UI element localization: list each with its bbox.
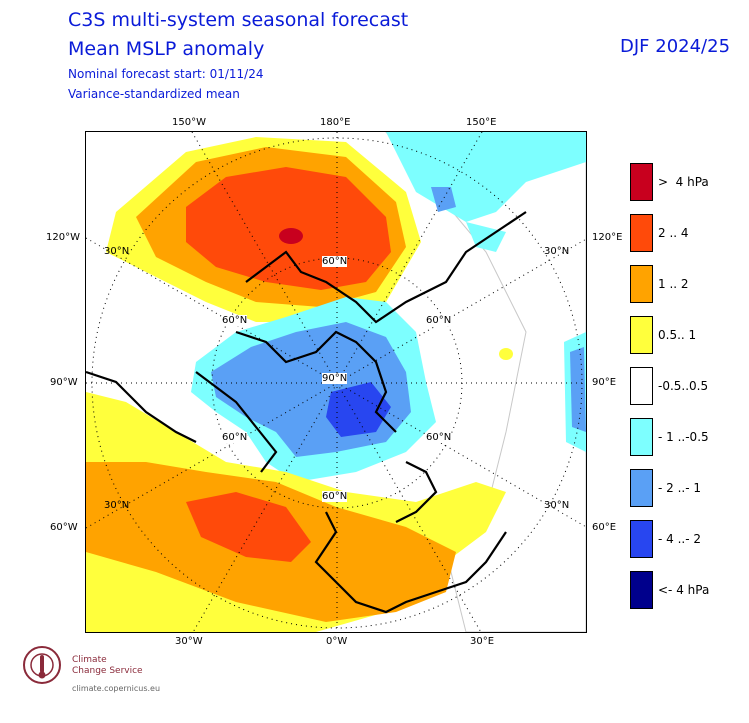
legend-swatch [630,418,653,456]
season-label: DJF 2024/25 [620,36,731,57]
lon-label-180e-top: 180°E [320,117,351,128]
mslp-anomaly-map: 60°N 90°N 60°N 60°N 60°N 60°N 60°N 30°N … [85,131,587,633]
lon-label-90e-right: 90°E [592,377,617,388]
legend-label: - 1 ..-0.5 [658,430,709,444]
c3s-logo-icon [23,646,61,684]
legend-swatch [630,265,653,303]
legend-swatch [630,163,653,201]
subtitle-method: Variance-standardized mean [68,87,240,101]
legend-swatch [630,520,653,558]
lat-label-30n-br: 30°N [544,500,570,511]
legend-label: - 4 ..- 2 [658,532,702,546]
legend-item: 2 .. 4 [630,214,745,254]
legend-swatch [630,571,653,609]
lon-label-30w-bottom: 30°W [175,636,203,647]
legend-item: -0.5..0.5 [630,367,745,407]
lon-label-120w-left: 120°W [46,232,80,243]
title-line-1: C3S multi-system seasonal forecast [68,9,409,31]
legend-label: -0.5..0.5 [658,379,709,393]
logo-text-climate: Climate [72,655,107,665]
c3s-logo: Climate Change Service climate.copernicu… [18,643,178,698]
lon-label-150w-top: 150°W [172,117,206,128]
legend-swatch [630,469,653,507]
legend-label: 2 .. 4 [658,226,689,240]
lat-label-60n-top: 60°N [322,256,348,267]
legend-swatch [630,214,653,252]
lon-label-0w-bottom: 0°W [326,636,348,647]
lat-label-60n-bottom: 60°N [322,491,348,502]
lat-label-30n-tr: 30°N [544,246,570,257]
anomaly-region-red-orange-atlantic [186,492,311,562]
legend-swatch [630,316,653,354]
legend-item: > 4 hPa [630,163,745,203]
legend-label: - 2 ..- 1 [658,481,702,495]
lon-label-60e-right: 60°E [592,522,617,533]
subtitle-forecast-start: Nominal forecast start: 01/11/24 [68,67,264,81]
legend-item: - 4 ..- 2 [630,520,745,560]
legend-item: 1 .. 2 [630,265,745,305]
logo-text-service: Change Service [72,666,143,676]
lat-label-30n-tl: 30°N [104,246,130,257]
lon-label-30e-bottom: 30°E [470,636,495,647]
lat-label-90n: 90°N [322,373,348,384]
lat-label-60n-left-bottom: 60°N [222,432,248,443]
legend-item: - 2 ..- 1 [630,469,745,509]
lat-label-30n-bl: 30°N [104,500,130,511]
anomaly-region-max [279,228,303,244]
legend-item: <- 4 hPa [630,571,745,611]
lat-label-60n-right-top: 60°N [426,315,452,326]
legend-item: - 1 ..-0.5 [630,418,745,458]
legend-label: 1 .. 2 [658,277,689,291]
logo-url: climate.copernicus.eu [72,684,161,693]
lon-label-90w-left: 90°W [50,377,78,388]
title-line-2: Mean MSLP anomaly [68,38,265,60]
lon-label-60w-left: 60°W [50,522,78,533]
legend-swatch [630,367,653,405]
lon-label-120e-right: 120°E [592,232,623,243]
legend-item: 0.5.. 1 [630,316,745,356]
anomaly-region-deep-blue-arctic [326,382,391,437]
legend-label: 0.5.. 1 [658,328,697,342]
lat-label-60n-left-top: 60°N [222,315,248,326]
map-svg [86,132,586,632]
legend-label: > 4 hPa [658,175,709,189]
lat-label-60n-right-bottom: 60°N [426,432,452,443]
lon-label-150e-top: 150°E [466,117,497,128]
anomaly-region-blue-small [431,187,456,212]
legend-label: <- 4 hPa [658,583,710,597]
